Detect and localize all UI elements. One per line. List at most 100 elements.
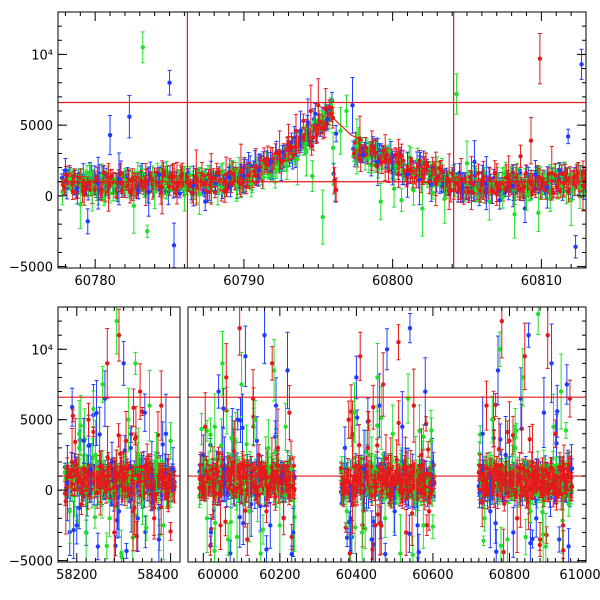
data-point (528, 138, 534, 143)
data-point (479, 182, 484, 188)
top-plot-area (59, 31, 586, 268)
data-point (182, 186, 187, 191)
data-point (487, 199, 492, 204)
data-point (369, 148, 375, 153)
data-point (389, 159, 394, 164)
top-panel: 60780 60790 60800 60810 −5000 0 5000 10⁴ (9, 11, 587, 289)
data-point (268, 159, 273, 165)
data-point (458, 176, 464, 182)
data-point (464, 161, 470, 166)
data-point (536, 174, 542, 180)
data-point (159, 185, 165, 190)
data-point (579, 62, 584, 67)
data-point (284, 163, 290, 169)
data-point (77, 437, 83, 443)
data-point (313, 111, 318, 117)
data-point (497, 197, 502, 203)
data-point (112, 183, 117, 189)
data-point (230, 172, 236, 177)
data-point (522, 184, 527, 189)
data-point (344, 108, 349, 114)
x-tick-label: 60800 (372, 274, 413, 289)
data-point (160, 442, 165, 447)
data-point (549, 171, 554, 176)
data-point (78, 202, 83, 207)
data-point (411, 188, 416, 193)
data-point (580, 183, 586, 189)
data-point (171, 243, 177, 248)
data-point (494, 182, 499, 187)
data-point (322, 127, 327, 132)
data-point (571, 175, 577, 180)
data-point (312, 126, 318, 131)
data-point (261, 175, 266, 180)
x-tick-label: 60780 (75, 274, 116, 289)
y-tick-label: 5000 (20, 119, 53, 134)
data-point (566, 189, 571, 195)
data-point (226, 175, 232, 180)
x-tick-label: 60790 (223, 274, 264, 289)
data-point (136, 188, 141, 193)
data-point (518, 154, 523, 159)
data-point (309, 144, 314, 149)
data-point (127, 114, 132, 119)
data-point (140, 45, 145, 50)
data-point (307, 139, 313, 144)
data-point (399, 197, 404, 203)
data-point (564, 177, 570, 182)
data-point (515, 183, 520, 188)
bottom-panel: 58200 58400 60000 60200 60400 60600 60800 61000… (9, 306, 600, 583)
data-point (194, 175, 199, 180)
data-point (464, 185, 470, 190)
data-point (152, 189, 157, 194)
data-point (149, 176, 154, 181)
data-point (360, 152, 366, 158)
data-point (366, 155, 372, 160)
data-point (203, 199, 208, 204)
data-point (86, 443, 91, 448)
data-point (524, 192, 529, 197)
data-point (171, 174, 177, 179)
data-point (308, 108, 314, 114)
trend-line (320, 106, 364, 142)
data-point (71, 527, 76, 533)
data-point (97, 432, 102, 437)
data-point (124, 548, 129, 554)
data-point (429, 182, 434, 187)
data-point (238, 168, 244, 173)
data-point (316, 103, 321, 108)
data-point (75, 186, 80, 191)
y-tick-label: 0 (45, 190, 53, 205)
data-point (554, 184, 560, 190)
data-point (81, 183, 86, 189)
data-point (208, 176, 214, 182)
data-point (477, 188, 483, 193)
data-point (124, 183, 129, 189)
data-point (258, 164, 264, 169)
data-point (272, 169, 278, 175)
data-point (383, 155, 388, 160)
data-point (333, 187, 339, 193)
data-point (386, 168, 391, 174)
data-point (156, 172, 162, 177)
data-point (277, 149, 282, 155)
data-point (130, 176, 135, 182)
data-point (506, 173, 511, 179)
data-point (219, 185, 224, 190)
data-point (107, 132, 113, 138)
data-point (143, 182, 148, 187)
data-point (69, 405, 75, 410)
data-point (229, 181, 234, 186)
data-point (375, 159, 380, 165)
top-axes-frame (57, 11, 587, 269)
data-point (131, 203, 137, 208)
data-point (197, 192, 202, 197)
x-tick-label: 60810 (521, 274, 562, 289)
data-point (265, 156, 270, 162)
data-point (203, 181, 208, 187)
data-point (146, 189, 151, 194)
data-point (399, 153, 404, 159)
data-point (568, 197, 574, 203)
data-point (408, 168, 413, 173)
data-point (512, 212, 517, 217)
